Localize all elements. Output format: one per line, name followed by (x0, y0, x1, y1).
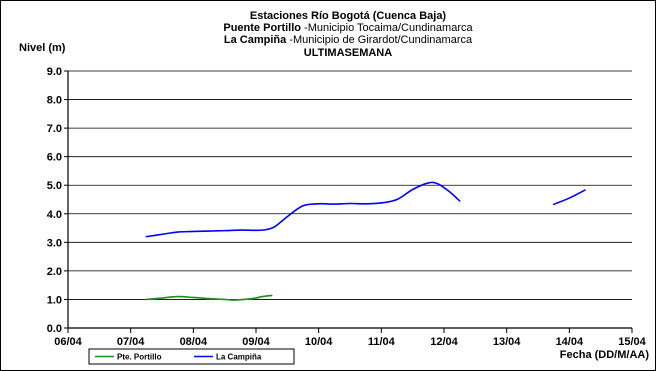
chart-subtitle-3: ULTIMASEMANA (304, 47, 392, 59)
subtitle-1-normal: -Municipio Tocaima/Cundinamarca (301, 22, 473, 34)
y-tick-labels: 0.0 1.0 2.0 3.0 4.0 5.0 6.0 7.0 8.0 9.0 (47, 66, 62, 335)
x-tick-label-4: 10/04 (305, 336, 333, 348)
x-tick-label-0: 06/04 (54, 336, 82, 348)
x-axis-label: Fecha (DD/M/AA) (560, 349, 650, 361)
x-tick-label-8: 14/04 (556, 336, 584, 348)
x-tick-label-6: 12/04 (430, 336, 458, 348)
y-tick-label-0: 0.0 (47, 323, 62, 335)
series-line-pte-portillo-0 (145, 294, 273, 301)
x-tick-label-9: 15/04 (618, 336, 646, 348)
y-tick-label-3: 3.0 (47, 237, 62, 249)
y-tick-label-1: 1.0 (47, 294, 62, 306)
axes (64, 70, 633, 333)
x-tick-label-3: 09/04 (242, 336, 270, 348)
x-tick-label-7: 13/04 (493, 336, 521, 348)
y-tick-label-8: 8.0 (47, 95, 62, 107)
x-tick-labels: 06/04 07/04 08/04 09/04 10/04 11/04 12/04 13/04… (54, 336, 646, 348)
y-tick-label-9: 9.0 (47, 66, 62, 78)
y-tick-label-4: 4.0 (47, 209, 62, 221)
legend-box (88, 348, 295, 365)
chart-title: Estaciones Río Bogotá (Cuenca Baja) (250, 10, 447, 22)
y-axis-label: Nivel (m) (19, 42, 66, 54)
chart-subtitle-2: La Campiña -Municipio de Girardot/Cundin… (224, 34, 473, 46)
series-line-la-campina-0 (145, 181, 461, 238)
legend: Pte. Portillo La Campiña (88, 348, 295, 365)
y-tick-label-5: 5.0 (47, 180, 62, 192)
y-tick-label-2: 2.0 (47, 266, 62, 278)
series-line-la-campina-1 (552, 189, 586, 206)
subtitle-2-normal: -Municipio de Girardot/Cundinamarca (286, 34, 473, 46)
chart-subtitle-1: Puente Portillo -Municipio Tocaima/Cundi… (223, 22, 473, 34)
y-tick-label-6: 6.0 (47, 152, 62, 164)
legend-label-la-campina: La Campiña (216, 353, 262, 362)
legend-label-pte-portillo: Pte. Portillo (117, 353, 162, 362)
y-tick-label-7: 7.0 (47, 123, 62, 135)
x-tick-label-1: 07/04 (117, 336, 145, 348)
x-tick-label-5: 11/04 (368, 336, 396, 348)
subtitle-1-bold: Puente Portillo (223, 22, 301, 34)
series-lines (145, 181, 586, 301)
x-tick-label-2: 08/04 (180, 336, 208, 348)
subtitle-3-bold: ULTIMASEMANA (304, 47, 392, 59)
subtitle-2-bold: La Campiña (224, 34, 287, 46)
grid-lines (68, 70, 632, 300)
